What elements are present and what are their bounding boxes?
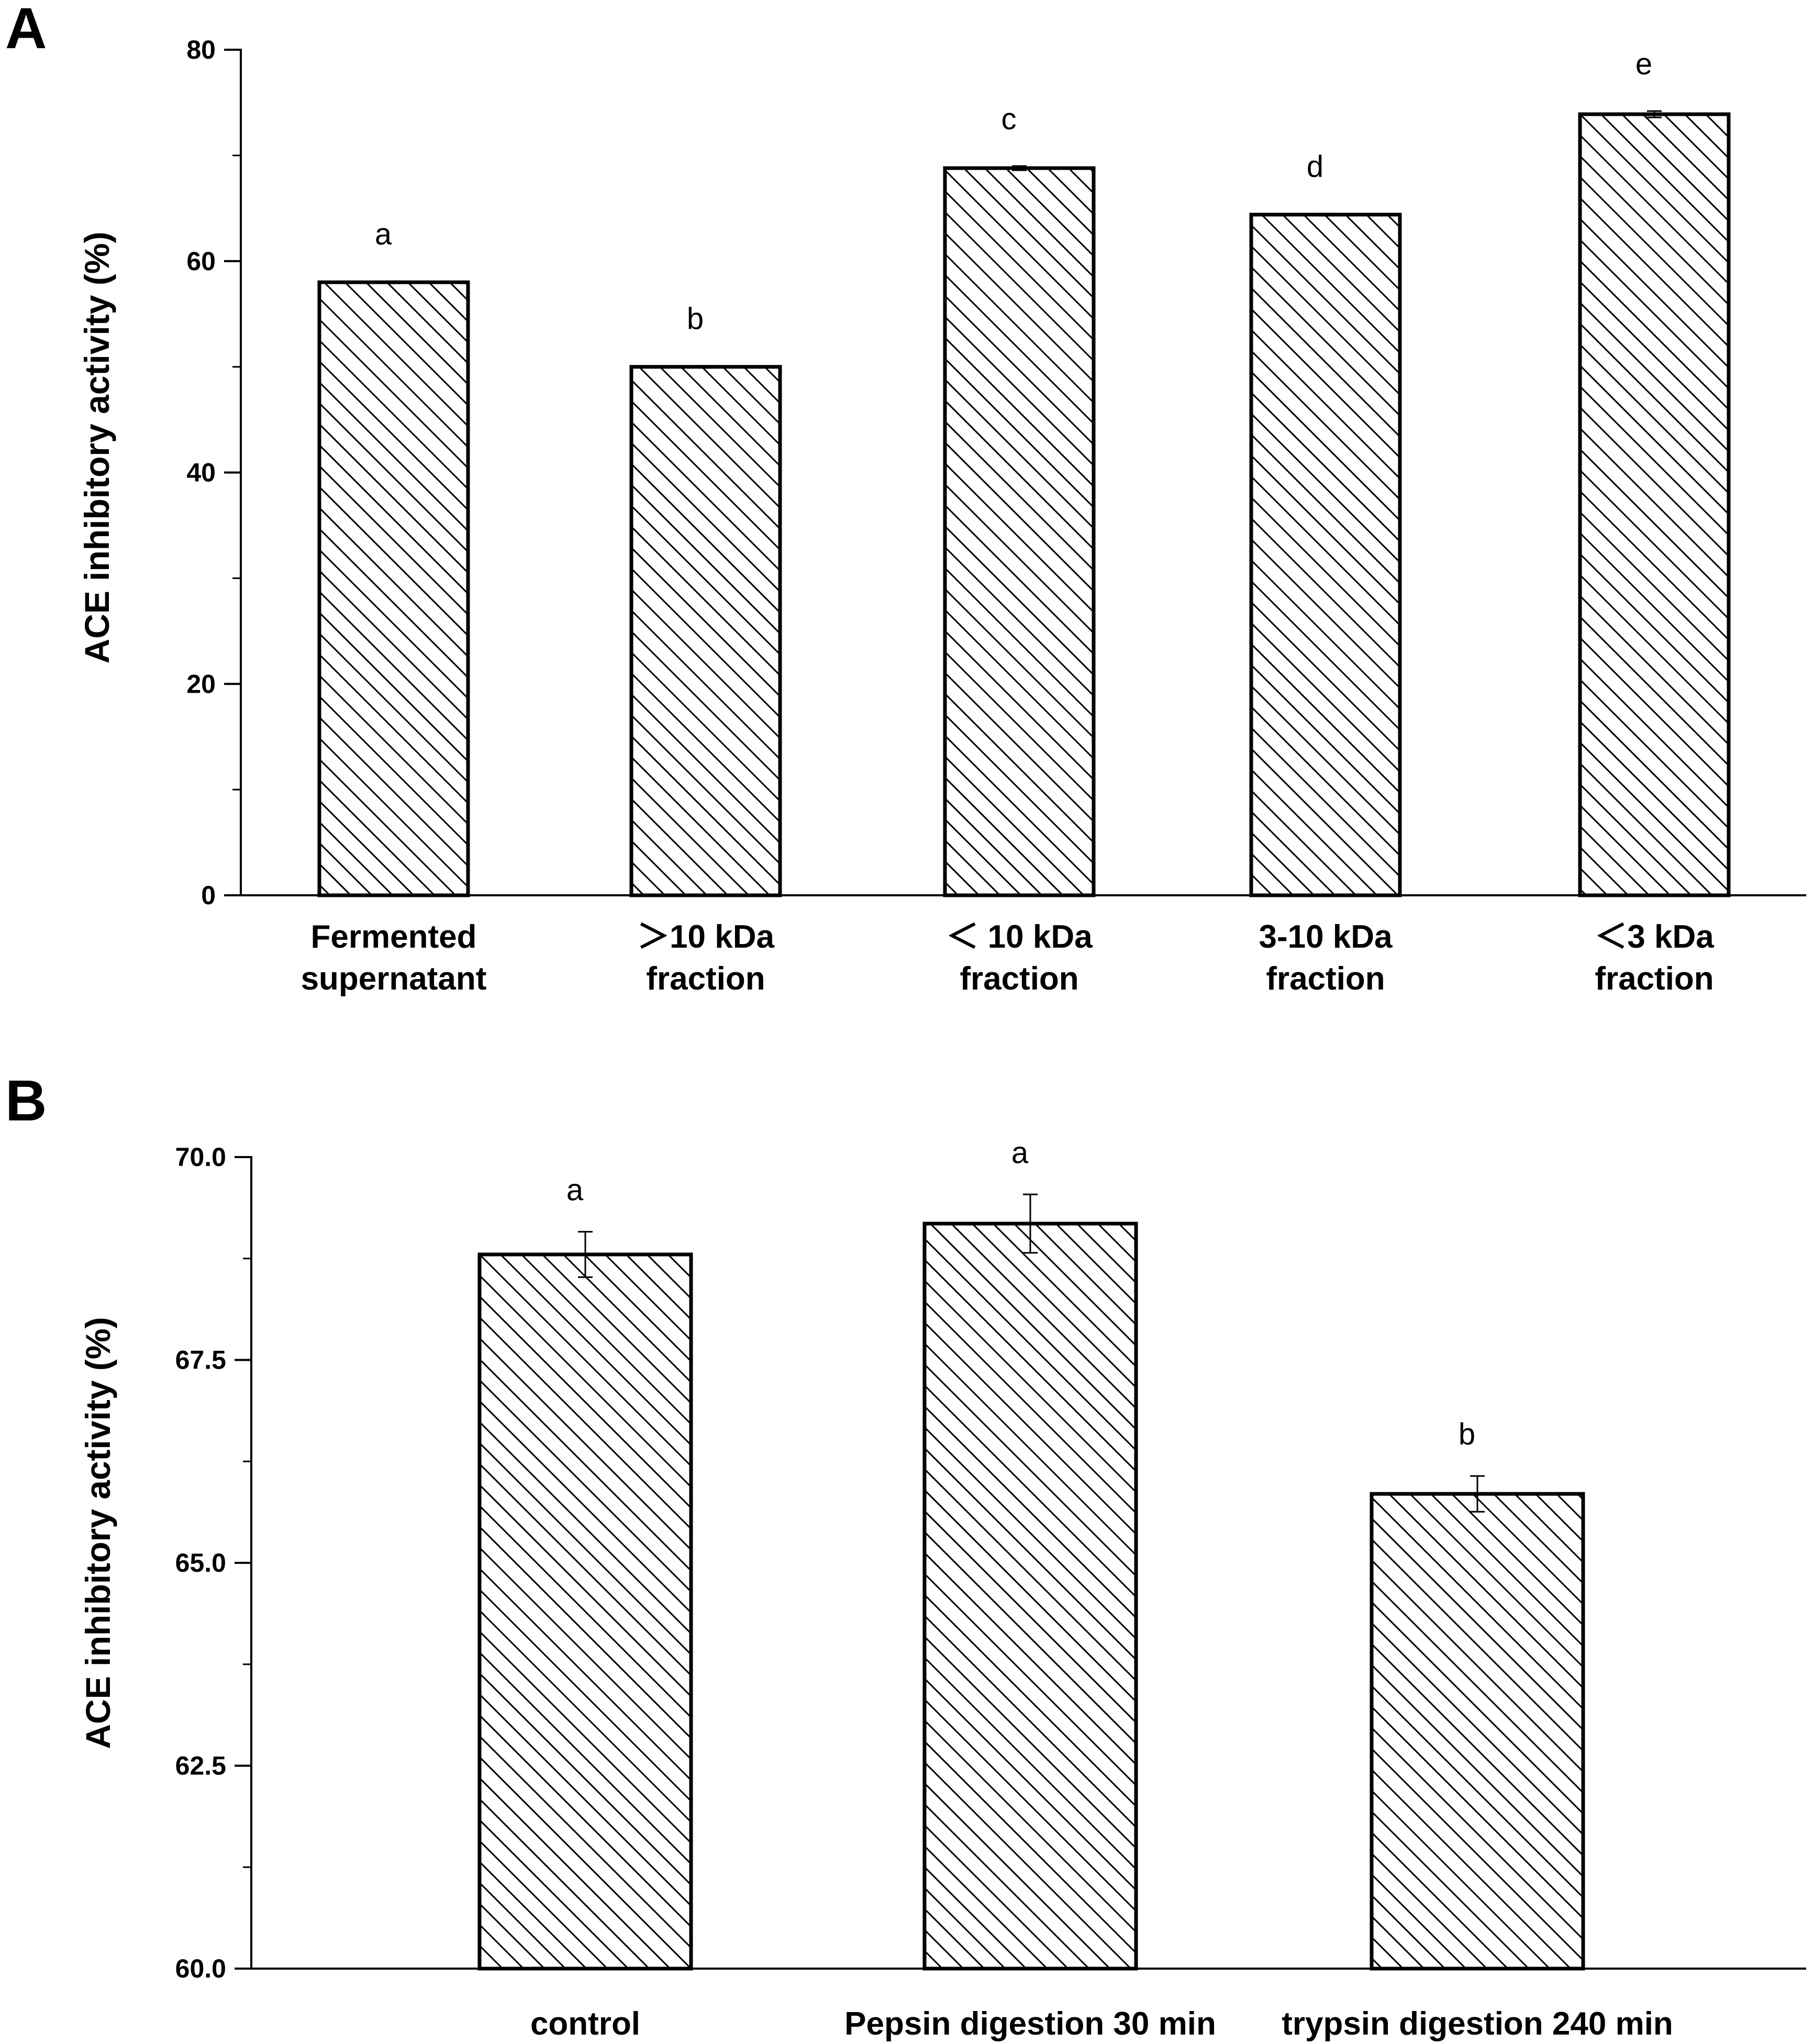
panel-a-sig-label-4: d: [1307, 150, 1323, 184]
panel-a-error-bar-1: [386, 280, 401, 284]
panel-a-categories: Fermented supernatant ＞10 kDa fraction ＜ 10 …: [301, 919, 1715, 997]
panel-b-error-bar-2: [1023, 1193, 1038, 1254]
panel-a-bar-3: [943, 166, 1096, 897]
panel-b-categories: control Pepsin digestion 30 min trypsin di…: [530, 2006, 1673, 2042]
panel-b-tick-label-2: 62.5: [175, 1751, 226, 1781]
panel-a-category-label-2-line-1: ＞10 kDa: [637, 919, 774, 955]
panel-b-tick-label-5: 70.0: [175, 1142, 226, 1172]
panel-a-category-label-3-line-1: ＜ 10 kDa: [946, 919, 1093, 955]
panel-a-error-bar-3: [1012, 165, 1027, 171]
panel-b-bar-3: [1370, 1492, 1585, 1971]
panel-a-category-label-3-line-2: fraction: [960, 961, 1078, 997]
panel-a-category-label-1-line-2: supernatant: [301, 961, 487, 997]
panel-b-letter: B: [5, 1069, 47, 1133]
panel-a-bar-1: [317, 280, 470, 897]
panel-b-bar-1: [477, 1252, 693, 1971]
panel-a-sig-label-3: c: [1001, 102, 1017, 136]
panel-b-category-label-3-line-1: trypsin digestion 240 min: [1282, 2006, 1673, 2042]
panel-a-bar-5: [1578, 112, 1731, 897]
panel-a-tick-label-3: 40: [186, 458, 216, 487]
panel-b: B a a b 60.0 62.5 65.0 67.5 70.0 control Pepsin…: [5, 1069, 1806, 2042]
panel-a-bars: a b c d e: [317, 47, 1731, 897]
panel-b-tick-label-1: 60.0: [175, 1954, 226, 1983]
panel-b-tick-label-4: 67.5: [175, 1346, 226, 1375]
panel-a-yticks: 0 20 40 60 80: [186, 35, 241, 910]
panel-a-error-bar-2: [698, 365, 713, 369]
panel-a-tick-label-5: 80: [186, 35, 216, 64]
panel-a-letter: A: [5, 0, 47, 61]
panel-b-category-label-2-line-1: Pepsin digestion 30 min: [844, 2006, 1216, 2042]
panel-a-tick-label-4: 60: [186, 247, 216, 276]
panel-a-category-label-2-line-2: fraction: [646, 961, 765, 997]
panel-a-sig-label-5: e: [1635, 47, 1652, 81]
panel-b-category-label-1-line-1: control: [530, 2006, 640, 2042]
panel-b-sig-label-2: a: [1011, 1136, 1029, 1170]
panel-a-error-bar-5: [1647, 110, 1662, 118]
panel-a: A a b c d e 0 20 40 60 80 Fermented supernatant ＞1…: [5, 0, 1806, 997]
panel-a-sig-label-1: a: [375, 217, 392, 251]
panel-a-category-label-5-line-2: fraction: [1595, 961, 1713, 997]
panel-a-category-label-5-line-1: ＜3 kDa: [1595, 919, 1714, 955]
panel-b-error-bar-1: [578, 1231, 593, 1278]
panel-a-category-label-1-line-1: Fermented: [311, 919, 477, 955]
panel-b-bars: a a b: [477, 1136, 1585, 1971]
panel-a-error-bar-4: [1318, 213, 1333, 217]
panel-a-category-label-4-line-2: fraction: [1266, 961, 1385, 997]
panel-b-error-bar-3: [1470, 1475, 1485, 1513]
panel-b-yticks: 60.0 62.5 65.0 67.5 70.0: [175, 1142, 251, 1983]
panel-b-sig-label-1: a: [566, 1173, 584, 1207]
panel-b-sig-label-3: b: [1459, 1417, 1475, 1451]
panel-b-bar-2: [922, 1221, 1138, 1971]
panel-a-sig-label-2: b: [687, 302, 704, 336]
panel-a-category-label-4-line-1: 3-10 kDa: [1259, 919, 1393, 955]
panel-a-bar-2: [629, 365, 782, 897]
panel-b-tick-label-3: 65.0: [175, 1548, 226, 1578]
panel-a-tick-label-1: 0: [201, 881, 216, 910]
panel-a-bar-4: [1249, 213, 1402, 897]
panel-b-y-axis-title: ACE inhibitory activity (%): [79, 1317, 117, 1749]
panel-a-tick-label-2: 20: [186, 669, 216, 698]
panel-a-y-axis-title: ACE inhibitory activity (%): [77, 231, 116, 663]
